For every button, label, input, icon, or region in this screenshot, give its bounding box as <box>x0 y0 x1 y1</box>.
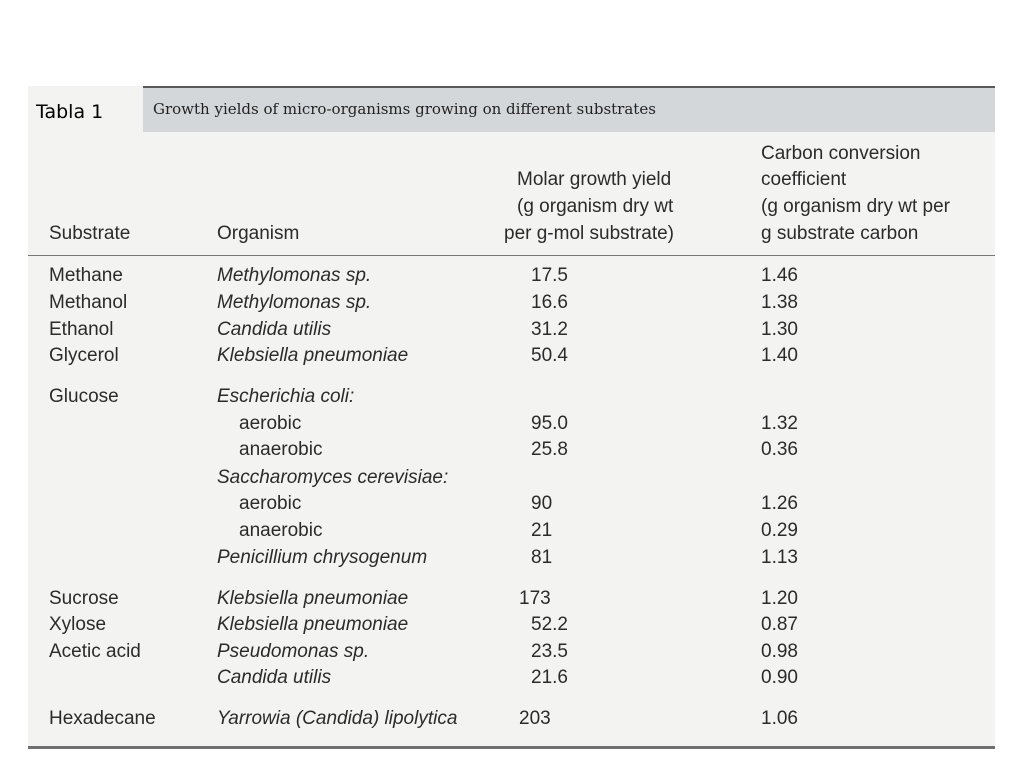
cell-molar-yield: 81 <box>531 547 553 568</box>
cell-organism: Candida utilis <box>217 667 332 688</box>
header-carbon-line-1: Carbon conversion <box>761 143 921 164</box>
cell-molar-yield: 16.6 <box>531 292 568 313</box>
table-title-band: Growth yields of micro-organisms growing… <box>143 86 995 132</box>
cell-molar-yield: 31.2 <box>531 319 568 340</box>
cell-carbon-coefficient: 1.20 <box>761 588 798 609</box>
slide-label: Tabla 1 <box>36 101 104 123</box>
cell-molar-yield: 21.6 <box>531 667 568 688</box>
cell-molar-yield: 203 <box>519 708 551 729</box>
cell-organism: Klebsiella pneumoniae <box>217 588 409 609</box>
cell-organism: aerobic <box>239 413 302 434</box>
cell-carbon-coefficient: 1.38 <box>761 292 798 313</box>
cell-organism: Yarrowia (Candida) lipolytica <box>217 708 458 729</box>
cell-organism: Penicillium chrysogenum <box>217 547 428 568</box>
cell-substrate: Methane <box>49 265 123 286</box>
cell-substrate: Acetic acid <box>49 641 141 662</box>
cell-organism: Pseudomonas sp. <box>217 641 370 662</box>
cell-substrate: Sucrose <box>49 588 119 609</box>
cell-organism: anaerobic <box>239 439 323 460</box>
cell-organism: Klebsiella pneumoniae <box>217 345 409 366</box>
header-carbon-line-4: g substrate carbon <box>761 223 919 244</box>
cell-organism: Klebsiella pneumoniae <box>217 614 409 635</box>
cell-organism: Saccharomyces cerevisiae: <box>217 467 449 488</box>
cell-substrate: Hexadecane <box>49 708 156 729</box>
cell-organism: Escherichia coli: <box>217 386 355 407</box>
header-carbon-line-3: (g organism dry wt per <box>761 196 951 217</box>
cell-substrate: Ethanol <box>49 319 114 340</box>
cell-carbon-coefficient: 0.87 <box>761 614 798 635</box>
header-molar-line-3: per g-mol substrate) <box>504 223 675 244</box>
cell-molar-yield: 25.8 <box>531 439 568 460</box>
cell-molar-yield: 90 <box>531 493 553 514</box>
cell-substrate: Xylose <box>49 614 107 635</box>
cell-organism: Methylomonas sp. <box>217 292 372 313</box>
cell-carbon-coefficient: 1.13 <box>761 547 798 568</box>
cell-organism: anaerobic <box>239 520 323 541</box>
cell-carbon-coefficient: 1.26 <box>761 493 798 514</box>
cell-organism: Methylomonas sp. <box>217 265 372 286</box>
table-scan: Tabla 1 Growth yields of micro-organisms… <box>28 86 995 749</box>
cell-substrate: Glycerol <box>49 345 119 366</box>
cell-carbon-coefficient: 1.40 <box>761 345 798 366</box>
cell-molar-yield: 23.5 <box>531 641 568 662</box>
cell-organism: Candida utilis <box>217 319 332 340</box>
cell-molar-yield: 95.0 <box>531 413 568 434</box>
cell-molar-yield: 173 <box>519 588 551 609</box>
cell-substrate: Glucose <box>49 386 119 407</box>
cell-organism: aerobic <box>239 493 302 514</box>
table-title: Growth yields of micro-organisms growing… <box>153 100 656 118</box>
cell-carbon-coefficient: 1.30 <box>761 319 798 340</box>
cell-carbon-coefficient: 1.32 <box>761 413 798 434</box>
header-substrate: Substrate <box>49 223 131 244</box>
cell-molar-yield: 50.4 <box>531 345 568 366</box>
header-carbon-line-2: coefficient <box>761 169 847 190</box>
cell-carbon-coefficient: 1.46 <box>761 265 798 286</box>
cell-carbon-coefficient: 0.90 <box>761 667 798 688</box>
cell-molar-yield: 17.5 <box>531 265 568 286</box>
cell-carbon-coefficient: 0.36 <box>761 439 798 460</box>
cell-carbon-coefficient: 1.06 <box>761 708 798 729</box>
cell-molar-yield: 52.2 <box>531 614 568 635</box>
header-molar-line-1: Molar growth yield <box>517 169 672 190</box>
header-rule <box>28 255 995 256</box>
header-organism: Organism <box>217 223 300 244</box>
cell-carbon-coefficient: 0.98 <box>761 641 798 662</box>
cell-substrate: Methanol <box>49 292 128 313</box>
cell-carbon-coefficient: 0.29 <box>761 520 798 541</box>
header-molar-line-2: (g organism dry wt <box>517 196 674 217</box>
cell-molar-yield: 21 <box>531 520 553 541</box>
